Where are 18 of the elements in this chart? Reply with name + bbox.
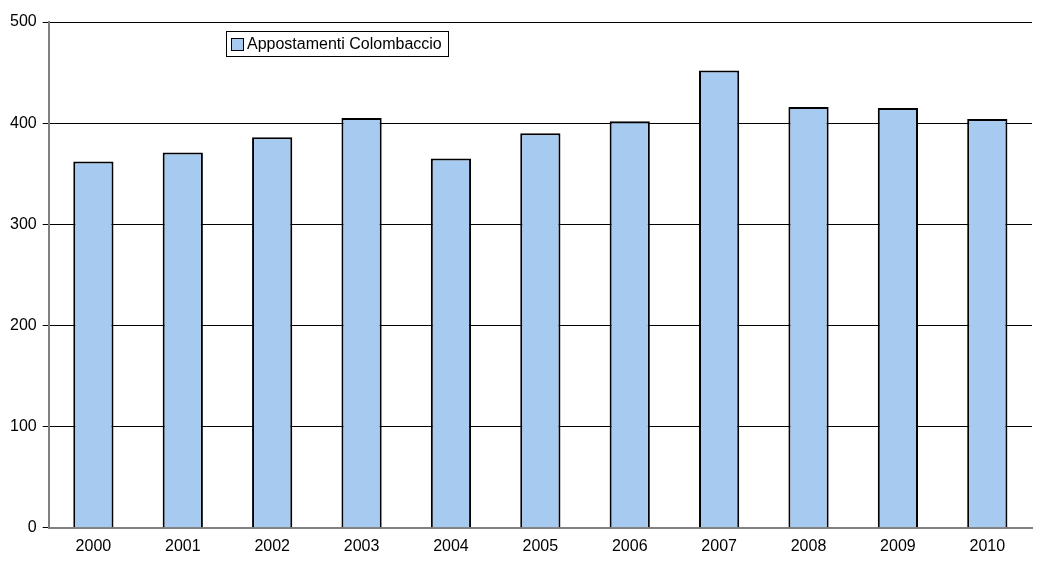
x-tick-label: 2001	[164, 536, 201, 554]
y-tick-label: 400	[9, 113, 37, 131]
y-tick-label: 500	[9, 12, 37, 30]
y-tick-label: 100	[9, 417, 37, 435]
x-tick-label: 2002	[254, 536, 291, 554]
x-tick-label: 2005	[522, 536, 559, 554]
legend-label: Appostamenti Colombaccio	[247, 35, 442, 53]
x-tick-label: 2004	[433, 536, 469, 554]
x-tick-label: 2008	[790, 536, 827, 554]
x-tick-label: 2009	[880, 536, 916, 554]
y-tick-label: 0	[27, 518, 37, 536]
x-tick-label: 2003	[343, 536, 380, 554]
y-tick-label: 300	[9, 214, 37, 232]
x-tick-label: 2010	[969, 536, 1006, 554]
x-tick-label: 2007	[701, 536, 738, 554]
y-tick-label: 200	[9, 315, 37, 333]
x-tick-label: 2006	[611, 536, 648, 554]
x-tick-label: 2000	[75, 536, 112, 554]
